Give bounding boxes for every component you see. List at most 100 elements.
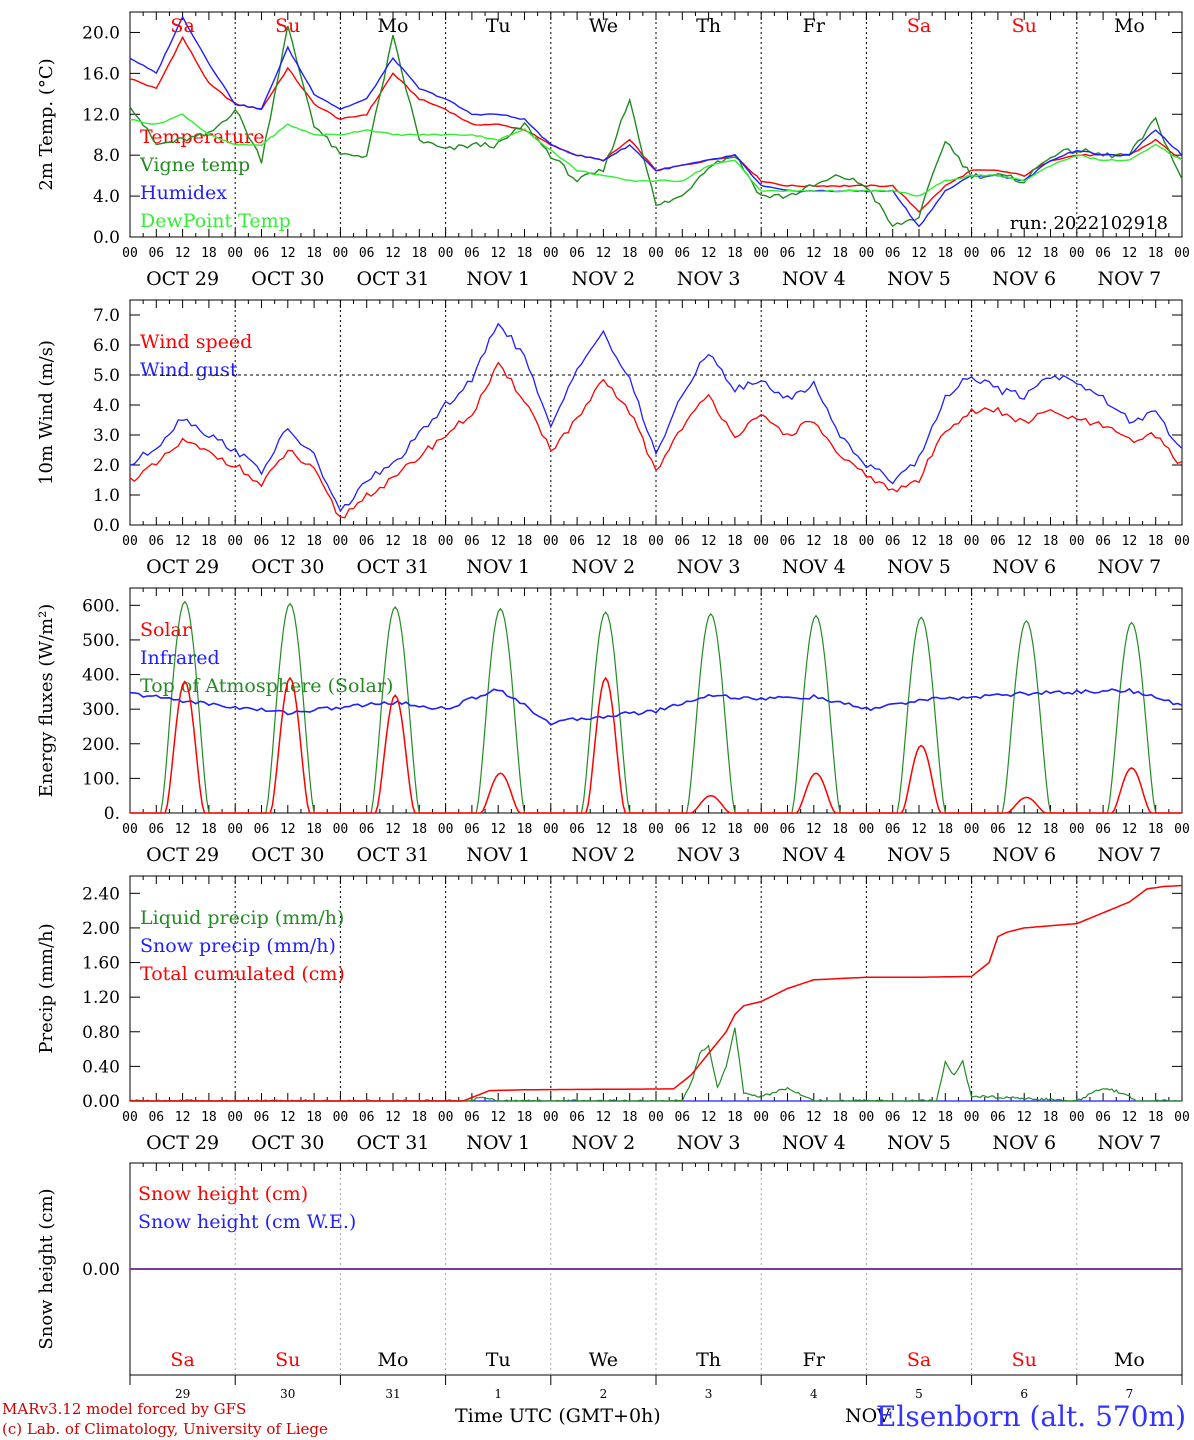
weekday-label: Sa (170, 15, 194, 37)
x-hour-label: 18 (727, 1110, 743, 1125)
x-hour-label: 18 (727, 246, 743, 261)
x-date-label: NOV 1 (466, 268, 530, 290)
weekday-label: Sa (907, 1349, 931, 1371)
x-hour-label: 00 (648, 822, 664, 837)
y-tick-label: 12.0 (82, 105, 120, 125)
y-tick-label: 16.0 (82, 64, 120, 84)
x-hour-label: 18 (1043, 1110, 1059, 1125)
x-hour-label: 18 (622, 822, 638, 837)
x-date-label: NOV 3 (677, 268, 741, 290)
y-axis-label: Energy fluxes (W/m²) (36, 604, 57, 798)
x-hour-label: 06 (148, 822, 164, 837)
x-hour-label: 12 (1016, 534, 1032, 549)
x-hour-label: 18 (306, 822, 322, 837)
x-hour-label: 12 (911, 534, 927, 549)
series-line-humidex (129, 15, 1183, 228)
series-line-total-cumulated (130, 884, 1183, 1102)
x-date-label: NOV 5 (887, 844, 951, 866)
x-hour-label: 00 (964, 246, 980, 261)
lab-credit: (c) Lab. of Climatology, University of L… (2, 1420, 328, 1438)
day-number-label: 5 (915, 1387, 923, 1401)
x-hour-label: 06 (674, 1110, 690, 1125)
time-axis-label: Time UTC (GMT+0h) (455, 1405, 661, 1427)
x-hour-label: 18 (201, 246, 217, 261)
y-axis-label: 2m Temp. (°C) (36, 58, 57, 190)
x-hour-label: 06 (359, 1110, 375, 1125)
x-hour-label: 00 (648, 246, 664, 261)
y-tick-label: 0.0 (93, 516, 120, 536)
x-hour-label: 06 (569, 534, 585, 549)
x-hour-label: 12 (490, 822, 506, 837)
y-tick-label: 0.00 (82, 1260, 120, 1280)
x-hour-label: 00 (227, 822, 243, 837)
x-hour-label: 00 (1174, 246, 1190, 261)
x-hour-label: 12 (490, 534, 506, 549)
x-hour-label: 18 (201, 1110, 217, 1125)
x-hour-label: 12 (701, 246, 717, 261)
legend-entry: Snow height (cm) (138, 1183, 308, 1205)
x-hour-label: 06 (254, 534, 270, 549)
x-hour-label: 18 (517, 246, 533, 261)
x-hour-label: 18 (517, 822, 533, 837)
x-date-label: OCT 30 (251, 556, 324, 578)
x-hour-label: 06 (674, 246, 690, 261)
x-hour-label: 00 (753, 246, 769, 261)
x-hour-label: 18 (306, 534, 322, 549)
x-hour-label: 12 (701, 534, 717, 549)
x-hour-label: 06 (464, 1110, 480, 1125)
x-hour-label: 06 (885, 534, 901, 549)
x-hour-label: 18 (1043, 246, 1059, 261)
run-annotation: run: 2022102918 (1010, 213, 1168, 234)
x-date-label: OCT 30 (251, 268, 324, 290)
day-number-label: 1 (494, 1387, 502, 1401)
x-hour-label: 00 (543, 534, 559, 549)
x-hour-label: 18 (937, 822, 953, 837)
x-hour-label: 06 (464, 246, 480, 261)
x-date-label: OCT 31 (356, 556, 429, 578)
x-date-label: NOV 7 (1098, 268, 1162, 290)
series-line-dewpoint-temp (129, 113, 1183, 197)
series-line-vigne-temp (129, 25, 1183, 228)
x-hour-label: 00 (1069, 1110, 1085, 1125)
x-hour-label: 12 (1122, 822, 1138, 837)
x-hour-label: 18 (937, 1110, 953, 1125)
x-date-label: NOV 7 (1098, 556, 1162, 578)
x-hour-label: 18 (1148, 822, 1164, 837)
x-hour-label: 12 (1122, 534, 1138, 549)
weekday-label: Su (1012, 15, 1037, 37)
x-date-label: NOV 2 (572, 844, 636, 866)
x-hour-label: 12 (385, 534, 401, 549)
x-hour-label: 12 (385, 822, 401, 837)
x-hour-label: 18 (306, 246, 322, 261)
x-date-label: NOV 6 (992, 844, 1056, 866)
x-hour-label: 00 (1069, 822, 1085, 837)
x-hour-label: 06 (148, 534, 164, 549)
x-hour-label: 12 (1016, 822, 1032, 837)
panel-4: 0.00 0.40 0.80 1.20 1.60 2.00 2.40 Precip (mm/h… (36, 875, 1190, 1154)
weekday-label: Fr (803, 1349, 826, 1371)
x-hour-label: 18 (411, 1110, 427, 1125)
x-hour-label: 18 (1043, 822, 1059, 837)
x-date-label: NOV 6 (992, 556, 1056, 578)
x-hour-label: 00 (438, 822, 454, 837)
series-line-infrared (129, 687, 1183, 726)
y-tick-label: 6.0 (93, 336, 120, 356)
x-hour-label: 18 (622, 246, 638, 261)
weekday-label: Sa (907, 15, 931, 37)
day-number-label: 29 (175, 1387, 190, 1401)
x-hour-label: 12 (596, 534, 612, 549)
x-hour-label: 00 (753, 1110, 769, 1125)
x-hour-label: 12 (806, 246, 822, 261)
legend-entry: Liquid precip (mm/h) (140, 907, 344, 929)
x-date-label: OCT 29 (146, 1132, 219, 1154)
panel-1: 0.0 4.0 8.0 12.0 16.0 20.0 2m Temp. (°C) 00 06 12… (36, 11, 1190, 290)
x-hour-label: 12 (911, 1110, 927, 1125)
x-hour-label: 06 (569, 1110, 585, 1125)
y-tick-label: 7.0 (93, 306, 120, 326)
weekday-label: Su (275, 1349, 300, 1371)
x-hour-label: 12 (175, 534, 191, 549)
x-date-label: OCT 29 (146, 844, 219, 866)
station-name: Elsenborn (alt. 570m) (875, 1400, 1186, 1433)
x-date-label: NOV 1 (466, 556, 530, 578)
